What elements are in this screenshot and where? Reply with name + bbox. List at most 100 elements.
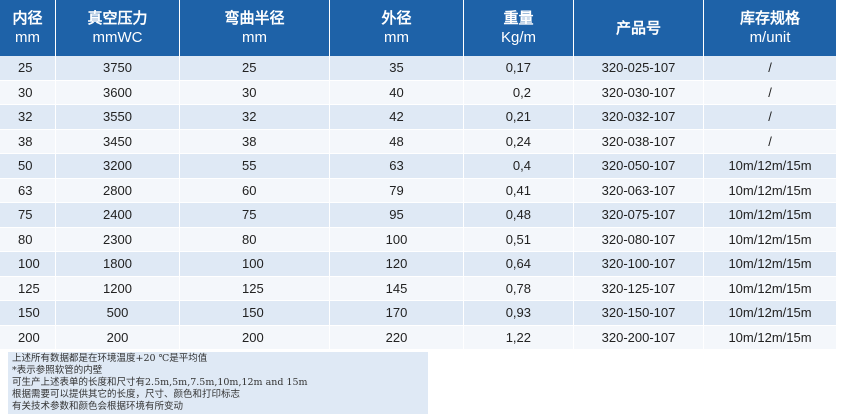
column-header-label: 内径 [12,10,43,27]
table-cell: 320-032-107 [574,105,704,130]
table-row: 150 500 150 170 0,93 320-150-107 10m/12m/15m [0,301,836,326]
table-cell: 55 [180,154,330,179]
table-cell: 10m/12m/15m [704,252,836,277]
table-cell: 0,21 [464,105,574,130]
column-header-label: 重量 [503,10,534,27]
table-cell: 320-050-107 [574,154,704,179]
table-cell: 75 [0,203,56,228]
table-row: 75 2400 75 95 0,48 320-075-107 10m/12m/15m [0,203,836,228]
table-cell: 3600 [56,80,180,105]
table-cell: 95 [330,203,464,228]
table-cell: 3450 [56,129,180,154]
table-cell: 500 [56,301,180,326]
table-cell: 220 [330,325,464,350]
table-row: 50 3200 55 63 0,4 320-050-107 10m/12m/15m [0,154,836,179]
table-cell: 32 [180,105,330,130]
table-cell: / [704,80,836,105]
table-cell: 320-150-107 [574,301,704,326]
table-row: 32 3550 32 42 0,21 320-032-107/ [0,105,836,130]
table-cell: 75 [180,203,330,228]
table-row: 100 1800 100 120 0,64 320-100-107 10m/12m/15m [0,252,836,277]
column-header-label: 真空压力 [87,10,148,27]
table-cell: 320-080-107 [574,227,704,252]
table-cell: 80 [180,227,330,252]
table-cell: 320-200-107 [574,325,704,350]
column-header-label: 弯曲半径 [224,10,285,27]
table-cell: 42 [330,105,464,130]
column-header: 重量 Kg/m [464,0,574,56]
table-cell: 170 [330,301,464,326]
table-row: 63 2800 60 79 0,41 320-063-107 10m/12m/15m [0,178,836,203]
table-cell: 320-125-107 [574,276,704,301]
table-cell: 10m/12m/15m [704,301,836,326]
table-cell: 0,41 [464,178,574,203]
table-cell: 38 [0,129,56,154]
table-cell: 2400 [56,203,180,228]
table-cell: 10m/12m/15m [704,203,836,228]
table-cell: 100 [330,227,464,252]
table-cell: 320-063-107 [574,178,704,203]
table-cell: 40 [330,80,464,105]
table-cell: 0,24 [464,129,574,154]
footnote-line: *表示参照软管的内壁 [12,365,103,376]
column-header: 库存规格 m/unit [704,0,836,56]
table-cell: 145 [330,276,464,301]
table-cell: 2800 [56,178,180,203]
table-cell: 60 [180,178,330,203]
footnote-line: 上述所有数据都是在环境温度+20 ℃是平均值 [12,353,208,364]
column-header-unit: mm [242,29,267,46]
table-cell: 200 [180,325,330,350]
table-cell: 100 [0,252,56,277]
table-cell: 125 [180,276,330,301]
table-cell: 320-100-107 [574,252,704,277]
column-header: 弯曲半径 mm [180,0,330,56]
table-cell: 0,2 [464,80,574,105]
table-cell: 100 [180,252,330,277]
table-cell: 120 [330,252,464,277]
table-cell: 79 [330,178,464,203]
table-cell: 25 [180,56,330,81]
table-cell: 48 [330,129,464,154]
table-row: 25 3750 25 35 0,17 320-025-107/ [0,56,836,81]
column-header-unit: Kg/m [500,29,536,46]
footnote-line: 根据需要可以提供其它的长度，尺寸、颜色和打印标志 [12,389,241,400]
table-cell: 0,64 [464,252,574,277]
table-cell: 1800 [56,252,180,277]
table-cell: 63 [330,154,464,179]
table-cell: 10m/12m/15m [704,154,836,179]
column-header-unit: mm [15,29,40,46]
table-cell: 80 [0,227,56,252]
table-row: 80 2300 80 100 0,51 320-080-107 10m/12m/15m [0,227,836,252]
table-cell: 1,22 [464,325,574,350]
table-cell: 63 [0,178,56,203]
table-cell: 32 [0,105,56,130]
table-header-row: 内径 mm 真空压力 mmWC 弯曲半径 mm 外径 mm 重量 Kg/m 产品号 库存规格 m/uni… [0,0,836,56]
table-cell: 200 [0,325,56,350]
column-header: 内径 mm [0,0,56,56]
table-cell: 3550 [56,105,180,130]
table-cell: 0,4 [464,154,574,179]
column-header-unit: mm [384,29,409,46]
column-header-label: 产品号 [615,19,661,37]
table-cell: 10m/12m/15m [704,227,836,252]
column-header-label: 外径 [381,10,412,27]
table-cell: 320-075-107 [574,203,704,228]
table-cell: 0,48 [464,203,574,228]
table-body: 25 3750 25 35 0,17 320-025-107/30 3600 30 40 0,2 3… [0,56,836,350]
column-header: 真空压力 mmWC [56,0,180,56]
table-cell: 320-030-107 [574,80,704,105]
footnotes: 上述所有数据都是在环境温度+20 ℃是平均值 *表示参照软管的内壁 可生产上述表单的… [8,352,428,414]
table-cell: 10m/12m/15m [704,178,836,203]
table-cell: / [704,129,836,154]
table-cell: 150 [0,301,56,326]
table-cell: 0,17 [464,56,574,81]
table-cell: / [704,105,836,130]
column-header: 产品号 [574,0,704,56]
column-header-unit: mmWC [92,29,143,46]
table-cell: 0,51 [464,227,574,252]
table-row: 38 3450 38 48 0,24 320-038-107/ [0,129,836,154]
column-header-unit: m/unit [749,29,791,46]
spec-table: 内径 mm 真空压力 mmWC 弯曲半径 mm 外径 mm 重量 Kg/m 产品号 库存规格 m/uni… [0,0,836,350]
table-cell: 38 [180,129,330,154]
